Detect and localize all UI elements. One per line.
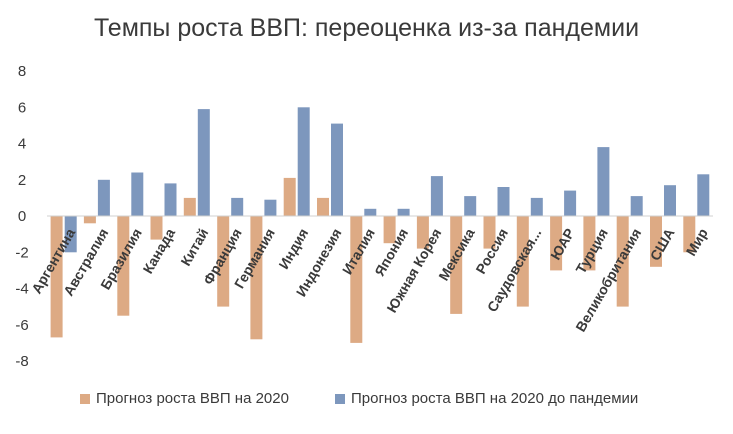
y-tick-label: -2 <box>15 244 28 261</box>
x-category-label: Канада <box>140 225 179 276</box>
bar-series-2-5 <box>231 197 244 216</box>
bar-series-1-7 <box>283 177 296 216</box>
x-category-label: Великобритания <box>572 226 644 335</box>
bar-series-1-2 <box>117 216 130 316</box>
bar-series-2-4 <box>197 109 210 216</box>
bar-series-1-10 <box>383 216 396 244</box>
bar-series-2-3 <box>164 183 177 216</box>
bar-series-2-16 <box>597 147 610 216</box>
bar-series-2-14 <box>530 197 543 216</box>
legend-swatch-series-2 <box>335 393 345 404</box>
bar-series-2-8 <box>331 123 343 216</box>
bar-series-1-5 <box>217 216 230 307</box>
bar-series-2-7 <box>297 107 310 217</box>
bar-series-2-9 <box>364 208 377 217</box>
legend-item-series-2: Прогноз роста ВВП на 2020 до пандемии <box>335 390 638 407</box>
bar-series-2-6 <box>264 199 277 216</box>
bar-series-2-1 <box>97 179 110 217</box>
y-tick-label: 4 <box>18 136 26 153</box>
bar-series-1-6 <box>250 216 263 340</box>
legend-label-series-2: Прогноз роста ВВП на 2020 до пандемии <box>351 390 639 407</box>
legend-item-series-1: Прогноз роста ВВП на 2020 <box>80 390 289 407</box>
bar-series-1-17 <box>616 216 629 307</box>
bar-series-2-13 <box>497 187 510 216</box>
y-tick-labels: 8 6 4 2 0 -2 -4 -6 -8 <box>15 63 28 370</box>
bar-series-1-19 <box>683 216 696 253</box>
y-tick-label: -4 <box>15 281 28 298</box>
bar-series-1-14 <box>516 216 529 307</box>
bar-series-1-0 <box>50 216 63 338</box>
y-tick-label: 0 <box>18 208 26 225</box>
bar-series-1-11 <box>416 216 429 249</box>
x-category-label: Китай <box>177 226 211 269</box>
bar-series-1-16 <box>583 216 596 271</box>
bar-series-1-8 <box>317 197 329 216</box>
bar-series-2-12 <box>464 196 477 216</box>
bar-series-1-1 <box>83 216 96 224</box>
x-category-label: Индия <box>275 226 311 272</box>
bar-series-2-11 <box>430 176 443 216</box>
bar-series-2-18 <box>664 185 676 216</box>
bar-series-2-15 <box>564 190 577 216</box>
bar-series-1-13 <box>483 216 496 249</box>
y-tick-label: 6 <box>18 99 26 116</box>
chart-title: Темпы роста ВВП: переоценка из-за пандем… <box>93 14 640 42</box>
bar-series-1-18 <box>650 216 662 267</box>
bar-series-1-4 <box>183 197 196 216</box>
bar-series-1-3 <box>150 216 163 240</box>
bars-group <box>50 107 710 343</box>
y-tick-label: 2 <box>18 172 26 189</box>
y-tick-label: 8 <box>18 63 26 80</box>
legend-swatch-series-1 <box>80 393 90 404</box>
bar-series-1-9 <box>350 216 363 343</box>
y-tick-label: -8 <box>15 353 28 370</box>
bar-series-2-0 <box>64 216 77 253</box>
y-tick-label: -6 <box>15 317 28 334</box>
bar-series-2-2 <box>131 172 144 216</box>
bar-series-1-15 <box>550 216 563 271</box>
bar-series-1-12 <box>450 216 463 314</box>
bar-series-2-17 <box>630 196 643 216</box>
bar-series-2-10 <box>397 208 410 217</box>
bar-series-2-19 <box>697 174 710 216</box>
legend-label-series-1: Прогноз роста ВВП на 2020 <box>96 390 289 407</box>
